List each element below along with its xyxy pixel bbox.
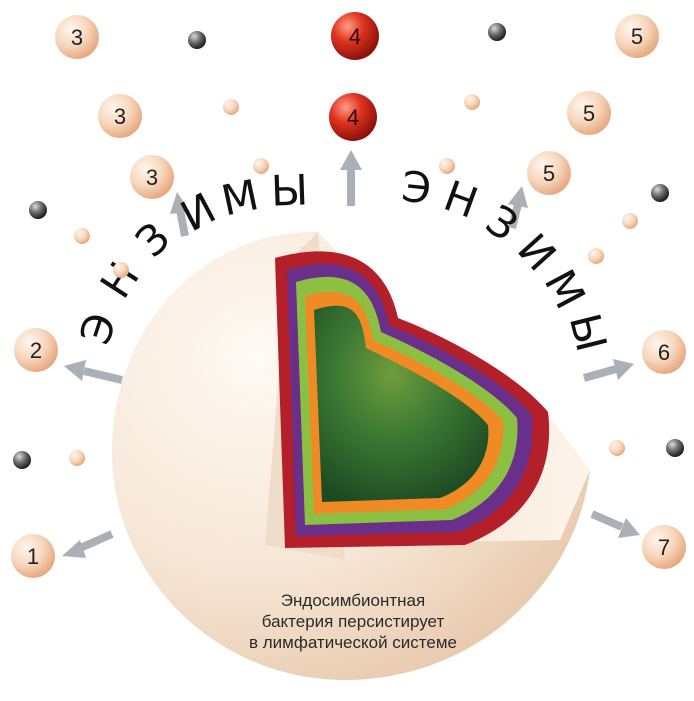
enzyme-letter-r6: Ы (560, 309, 617, 357)
ball-3b: 3 (98, 94, 142, 138)
gray-particle (188, 31, 206, 49)
ball-5a-label: 5 (631, 24, 643, 49)
arrow-to-6 (582, 359, 634, 382)
cream-particle (223, 99, 239, 115)
arrow-to-2 (64, 360, 123, 384)
gray-particle (13, 451, 31, 469)
cream-particle (464, 94, 480, 110)
gray-particle (29, 201, 47, 219)
enzyme-letter-l5: М (217, 170, 263, 225)
caption-line-3: в лимфатической системе (248, 633, 457, 652)
ball-7-label: 7 (658, 535, 670, 560)
enzyme-letter-l1: Э (70, 307, 126, 350)
arrow-to-4 (340, 150, 362, 206)
ball-6-label: 6 (658, 340, 670, 365)
ball-5c: 5 (527, 151, 571, 195)
ball-4b-label: 4 (347, 105, 359, 130)
diagram-caption: Эндосимбионтная бактерия персистирует в … (228, 590, 478, 653)
ball-3b-label: 3 (114, 104, 126, 129)
ball-5b: 5 (567, 91, 611, 135)
cream-particle (609, 440, 625, 456)
cream-particle (74, 228, 90, 244)
ball-2-label: 2 (30, 338, 42, 363)
enzyme-letter-l3: З (126, 213, 179, 267)
arrows (62, 150, 640, 558)
cream-particle (253, 158, 269, 174)
ball-7: 7 (642, 525, 686, 569)
ball-5c-label: 5 (543, 161, 555, 186)
numbered-balls: 1 2 3 3 3 4 4 5 (11, 12, 686, 578)
ball-4a-label: 4 (349, 24, 361, 49)
ball-4a: 4 (331, 12, 379, 60)
cream-particle (113, 262, 129, 278)
caption-line-1: Эндосимбионтная (280, 591, 426, 610)
ball-4b: 4 (329, 93, 377, 141)
ball-5b-label: 5 (583, 101, 595, 126)
cream-particle (439, 158, 455, 174)
cream-particle (622, 213, 638, 229)
gray-particle (651, 184, 669, 202)
enzyme-letter-l2: Н (91, 254, 149, 307)
enzyme-letter-l6: Ы (270, 165, 309, 215)
arrow-to-1 (62, 530, 114, 558)
enzyme-letter-r2: Н (438, 171, 484, 228)
ball-6: 6 (642, 330, 686, 374)
ball-3c-label: 3 (146, 165, 158, 190)
ball-5a: 5 (615, 14, 659, 58)
arrow-to-3 (170, 192, 190, 237)
ball-3a: 3 (55, 15, 99, 59)
bacterium-sphere (112, 231, 590, 680)
cream-particle (588, 248, 604, 264)
arrow-to-5 (508, 186, 528, 229)
cream-particle (69, 450, 85, 466)
ball-1: 1 (11, 534, 55, 578)
enzymes-label-right: Э Н З И М Ы (399, 162, 616, 357)
enzyme-letter-r5: М (535, 262, 595, 317)
enzyme-letter-r1: Э (399, 162, 433, 214)
ball-1-label: 1 (27, 544, 39, 569)
ball-3c: 3 (130, 155, 174, 199)
caption-line-2: бактерия персистирует (261, 612, 445, 631)
arrow-to-7 (590, 510, 640, 538)
ball-3a-label: 3 (71, 25, 83, 50)
small-particles (13, 23, 684, 469)
gray-particle (488, 23, 506, 41)
ball-2: 2 (14, 328, 58, 372)
gray-particle (666, 439, 684, 457)
core-green (314, 305, 489, 502)
